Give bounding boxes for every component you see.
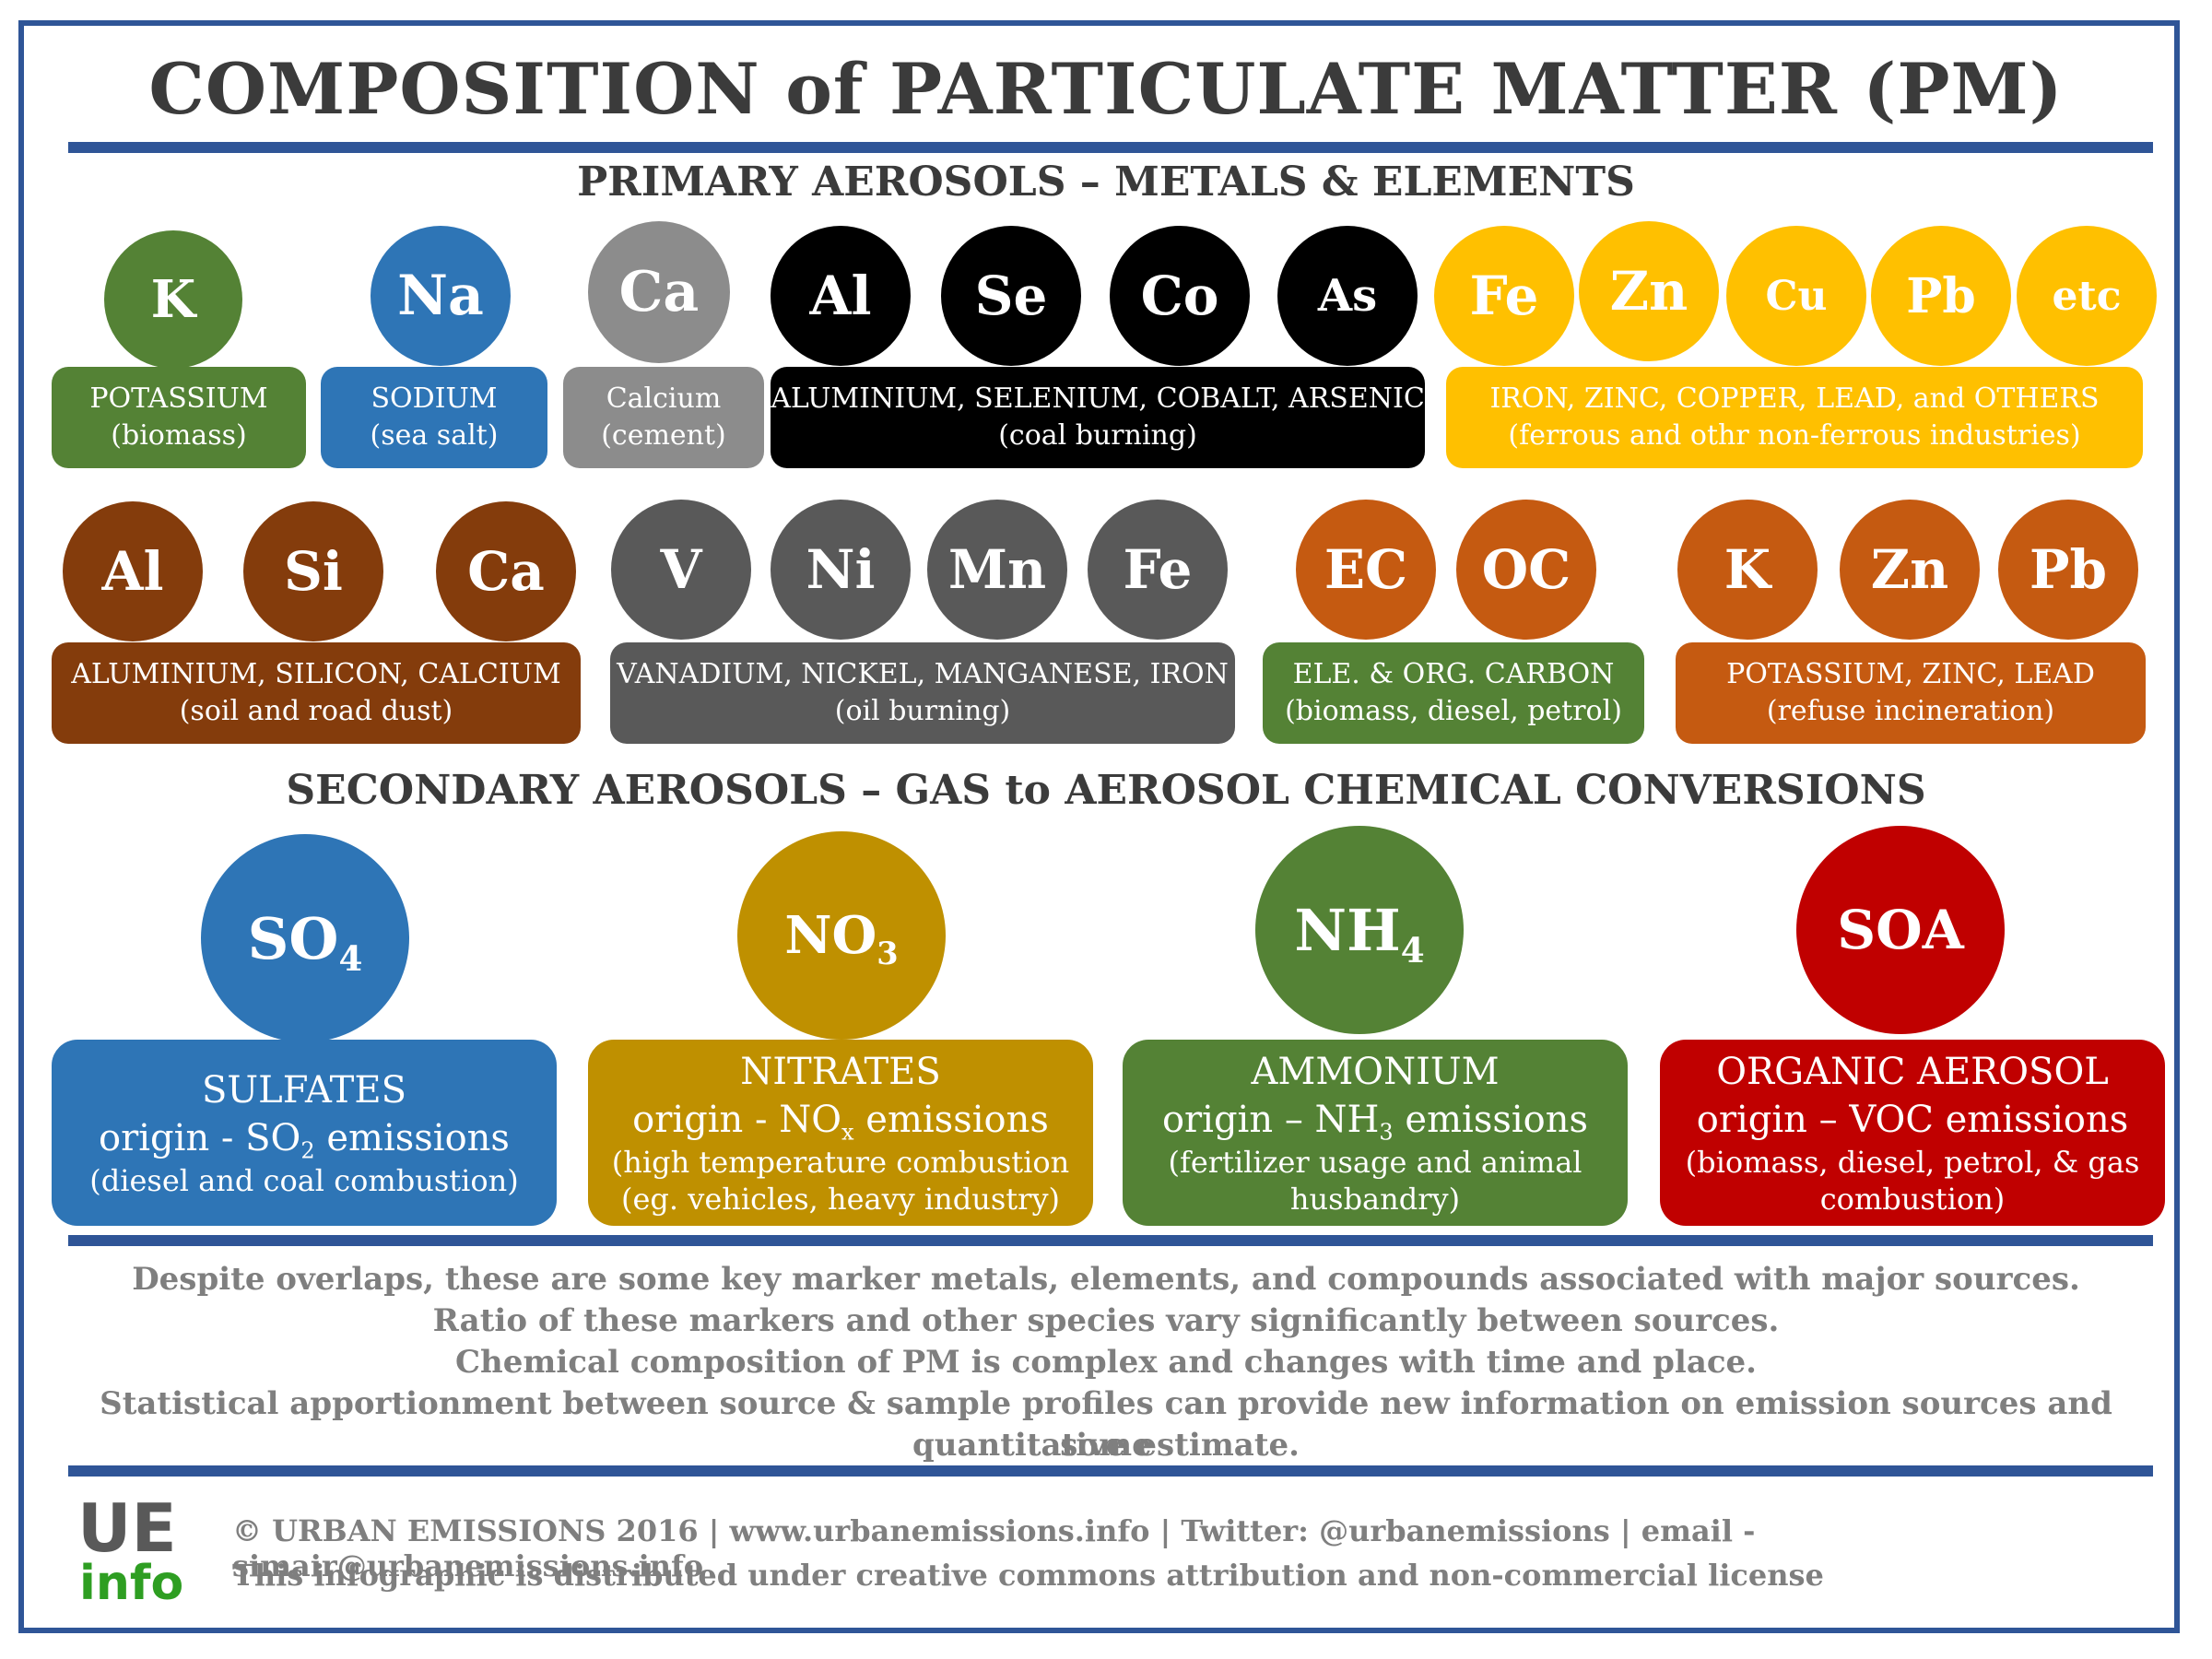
elemental-carbon-circle: EC	[1296, 500, 1436, 640]
box-source: (biomass)	[111, 419, 247, 452]
nitrate-circle: NO3	[737, 831, 946, 1040]
box-source: (high temperature combustion	[611, 1145, 1070, 1180]
box-origin: origin - NOx emissions	[632, 1099, 1049, 1146]
page-frame	[18, 20, 2180, 1633]
box-origin: origin – NH3 emissions	[1161, 1099, 1589, 1146]
footer-divider	[68, 1465, 2153, 1477]
box-label: ORGANIC AEROSOL	[1716, 1051, 2109, 1093]
ferrous-industries-box: IRON, ZINC, COPPER, LEAD, and OTHERS (fe…	[1446, 367, 2143, 468]
box-source: (refuse incineration)	[1766, 695, 2055, 727]
note-line: quantitative estimate.	[912, 1427, 1300, 1464]
selenium-circle: Se	[941, 226, 1081, 366]
calcium-dust-circle: Ca	[436, 501, 576, 641]
nitrate-formula: NO3	[784, 905, 899, 971]
ammonium-box: AMMONIUM origin – NH3 emissions (fertili…	[1123, 1040, 1628, 1226]
box-label: SULFATES	[202, 1069, 406, 1112]
box-label: SODIUM	[371, 382, 498, 415]
oil-burning-box: VANADIUM, NICKEL, MANGANESE, IRON (oil b…	[610, 642, 1235, 744]
organic-carbon-circle: OC	[1456, 500, 1596, 640]
box-source: (oil burning)	[834, 695, 1011, 727]
license-line: This infographic is distributed under cr…	[232, 1558, 1824, 1593]
box-source: (cement)	[601, 419, 726, 452]
title-divider	[68, 142, 2153, 153]
calcium-box: Calcium (cement)	[563, 367, 764, 468]
box-origin: origin - SO2 emissions	[99, 1117, 510, 1164]
lead-circle: Pb	[1871, 226, 2011, 366]
box-source: (diesel and coal combustion)	[89, 1163, 519, 1198]
vanadium-circle: V	[611, 500, 751, 640]
coal-burning-box: ALUMINIUM, SELENIUM, COBALT, ARSENIC (co…	[771, 367, 1425, 468]
lead-refuse-circle: Pb	[1998, 500, 2138, 640]
sulfate-circle: SO4	[201, 834, 409, 1042]
potassium-refuse-circle: K	[1677, 500, 1818, 640]
nitrates-box: NITRATES origin - NOx emissions (high te…	[588, 1040, 1093, 1226]
note-line: Chemical composition of PM is complex an…	[454, 1344, 1758, 1381]
organic-aerosol-box: ORGANIC AEROSOL origin – VOC emissions (…	[1660, 1040, 2165, 1226]
note-line: Despite overlaps, these are some key mar…	[132, 1261, 2080, 1298]
sulfate-formula: SO4	[247, 904, 363, 979]
note-line: Ratio of these markers and other species…	[432, 1302, 1780, 1339]
sodium-circle: Na	[371, 226, 511, 366]
aluminium-dust-circle: Al	[63, 501, 203, 641]
manganese-circle: Mn	[927, 500, 1067, 640]
copper-circle: Cu	[1726, 226, 1866, 366]
box-label: NITRATES	[740, 1051, 941, 1093]
ammonium-formula: NH4	[1294, 896, 1425, 971]
iron-circle: Fe	[1434, 226, 1574, 366]
box-label: ELE. & ORG. CARBON	[1292, 658, 1615, 690]
box-source-2: husbandry)	[1289, 1182, 1461, 1217]
box-label: POTASSIUM	[89, 382, 268, 415]
carbon-box: ELE. & ORG. CARBON (biomass, diesel, pet…	[1263, 642, 1644, 744]
zinc-refuse-circle: Zn	[1840, 500, 1980, 640]
box-label: POTASSIUM, ZINC, LEAD	[1726, 658, 2095, 690]
box-origin: origin – VOC emissions	[1696, 1099, 2129, 1141]
silicon-circle: Si	[243, 501, 383, 641]
box-label: ALUMINIUM, SELENIUM, COBALT, ARSENIC	[771, 382, 1425, 415]
box-source: (soil and road dust)	[179, 695, 453, 727]
ue-logo: UE	[77, 1489, 177, 1567]
note-line: Statistical apportionment between source…	[100, 1385, 2112, 1464]
box-label: Calcium	[606, 382, 722, 415]
calcium-circle: Ca	[588, 221, 730, 363]
box-label: IRON, ZINC, COPPER, LEAD, and OTHERS	[1489, 382, 2100, 415]
page-title: COMPOSITION of PARTICULATE MATTER (PM)	[148, 48, 2064, 130]
ammonium-circle: NH4	[1255, 826, 1464, 1034]
cobalt-circle: Co	[1110, 226, 1250, 366]
sodium-box: SODIUM (sea salt)	[321, 367, 547, 468]
box-source: (biomass, diesel, petrol)	[1285, 695, 1622, 727]
box-label: ALUMINIUM, SILICON, CALCIUM	[71, 658, 561, 690]
info-logo: info	[79, 1556, 184, 1611]
road-dust-box: ALUMINIUM, SILICON, CALCIUM (soil and ro…	[52, 642, 581, 744]
box-source: (ferrous and othr non-ferrous industries…	[1508, 419, 2081, 452]
potassium-circle: K	[104, 230, 242, 369]
arsenic-circle: As	[1277, 226, 1418, 366]
iron-oil-circle: Fe	[1088, 500, 1228, 640]
zinc-circle: Zn	[1579, 221, 1719, 361]
box-source: (biomass, diesel, petrol, & gas	[1685, 1145, 2140, 1180]
sulfates-box: SULFATES origin - SO2 emissions (diesel …	[52, 1040, 557, 1226]
box-source-2: combustion)	[1819, 1182, 2006, 1217]
soa-formula: SOA	[1837, 899, 1964, 961]
primary-aerosols-heading: PRIMARY AEROSOLS – METALS & ELEMENTS	[577, 159, 1635, 206]
etc-circle: etc	[2017, 226, 2157, 366]
nickel-circle: Ni	[771, 500, 911, 640]
box-label: VANADIUM, NICKEL, MANGANESE, IRON	[617, 658, 1229, 690]
box-source: (coal burning)	[998, 419, 1197, 452]
box-source-2: (eg. vehicles, heavy industry)	[621, 1182, 1060, 1217]
box-label: AMMONIUM	[1251, 1051, 1500, 1093]
aluminium-circle: Al	[771, 226, 911, 366]
secondary-aerosols-heading: SECONDARY AEROSOLS – GAS to AEROSOL CHEM…	[286, 767, 1926, 814]
box-source: (sea salt)	[370, 419, 499, 452]
potassium-box: POTASSIUM (biomass)	[52, 367, 306, 468]
notes-top-divider	[68, 1235, 2153, 1246]
soa-circle: SOA	[1796, 826, 2005, 1034]
refuse-incineration-box: POTASSIUM, ZINC, LEAD (refuse incinerati…	[1676, 642, 2146, 744]
copyright-line: © URBAN EMISSIONS 2016 | www.urbanemissi…	[232, 1513, 1756, 1583]
box-source: (fertilizer usage and animal	[1168, 1145, 1583, 1180]
